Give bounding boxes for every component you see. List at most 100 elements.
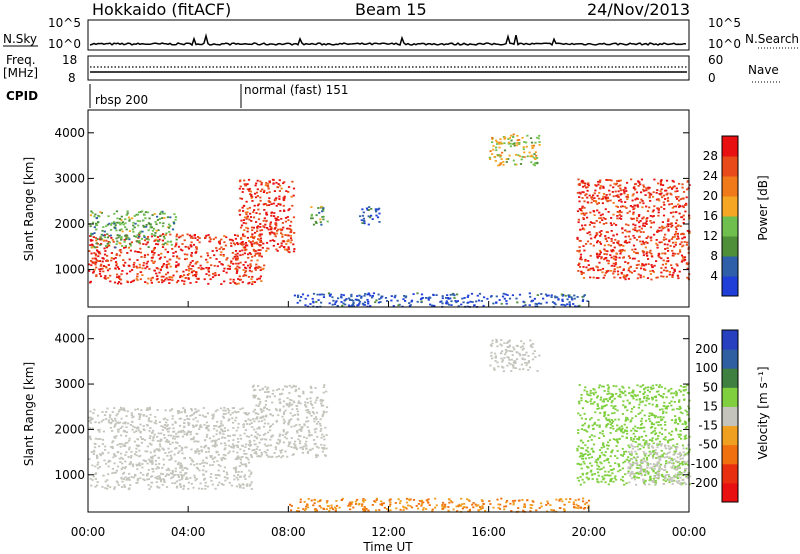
velocity-cell [184,478,188,480]
velocity-cell [529,510,532,512]
power-cell [358,302,361,305]
power-cell [101,257,104,260]
power-cell [673,233,677,236]
velocity-cell [128,487,131,490]
velocity-cell [603,412,606,415]
power-cell [516,142,519,144]
power-cell [688,232,691,234]
velocity-cell [316,454,319,457]
velocity-cell [230,446,233,448]
velocity-cell [679,430,682,432]
velocity-cell [619,393,622,396]
velocity-cell [154,415,157,418]
velocity-cell [166,454,169,457]
velocity-cell [635,398,638,401]
velocity-cell [679,420,682,423]
velocity-cell [480,499,483,501]
velocity-cell [523,506,526,508]
power-cell [578,266,582,268]
power-cell [530,161,533,164]
power-cell [679,249,682,251]
velocity-cell [538,507,541,509]
power-cell [428,296,431,299]
power-cell [613,222,616,225]
power-cell [260,181,263,184]
velocity-cell [642,439,645,442]
velocity-cell [364,510,367,512]
power-cell [634,188,637,191]
velocity-cell [305,416,309,419]
velocity-cell [123,484,126,487]
velocity-cell [114,417,117,420]
power-cell [377,293,380,296]
velocity-cell [597,474,600,477]
velocity-cell [536,370,539,372]
velocity-cell [135,430,138,433]
velocity-cell [171,423,174,426]
velocity-cell [237,478,240,481]
power-cell [615,233,619,236]
power-cell [609,199,612,202]
velocity-cell [668,439,671,441]
power-cell [262,242,265,245]
velocity-cell [116,421,119,424]
velocity-cell [99,453,102,455]
power-cell [523,156,526,158]
velocity-cell [106,487,109,490]
velocity-cell [428,504,431,506]
power-cell [162,280,165,282]
power-cell [275,222,278,225]
velocity-cell [152,435,155,438]
power-cell [371,295,374,297]
velocity-cell [129,484,132,486]
velocity-cell [650,396,654,399]
power-cell [275,197,278,199]
velocity-cell [613,412,616,414]
power-cell [115,262,118,265]
velocity-cell [514,367,517,369]
velocity-cell [664,387,667,390]
velocity-cell [579,452,582,455]
power-cell [152,248,155,251]
power-cell [623,205,627,208]
velocity-cell [655,421,658,424]
power-cell [622,245,625,247]
power-cell [186,233,189,236]
power-cell [352,305,356,308]
velocity-cell [624,405,627,408]
power-cell [523,151,526,154]
power-cell [650,278,653,281]
velocity-cell [632,476,635,479]
power-cell [149,225,152,228]
velocity-cell [654,416,657,419]
velocity-cell [248,484,251,487]
velocity-cell [248,423,251,426]
velocity-cell [248,448,251,450]
velocity-cell [625,426,628,429]
power-cell [633,257,636,260]
velocity-cell [149,435,152,437]
velocity-cell [678,405,681,408]
velocity-cell [161,466,164,469]
velocity-cell [180,411,183,414]
velocity-cell [88,427,91,429]
power-cell [273,212,276,214]
power-cell [651,215,654,218]
velocity-cell [136,468,139,471]
velocity-cell [256,416,259,419]
power-cell [594,234,598,237]
velocity-cell [252,418,255,420]
power-cell [253,281,257,283]
power-cell [623,190,626,193]
velocity-cell [605,458,608,461]
power-cell [641,224,645,227]
power-cell [580,273,583,275]
velocity-cell [614,418,617,421]
power-cell [244,270,248,272]
velocity-cell [139,436,142,438]
power-cell [599,186,602,189]
velocity-cell [305,409,308,412]
velocity-cell [322,410,325,413]
power-cell [138,220,141,223]
velocity-cell [150,481,153,484]
